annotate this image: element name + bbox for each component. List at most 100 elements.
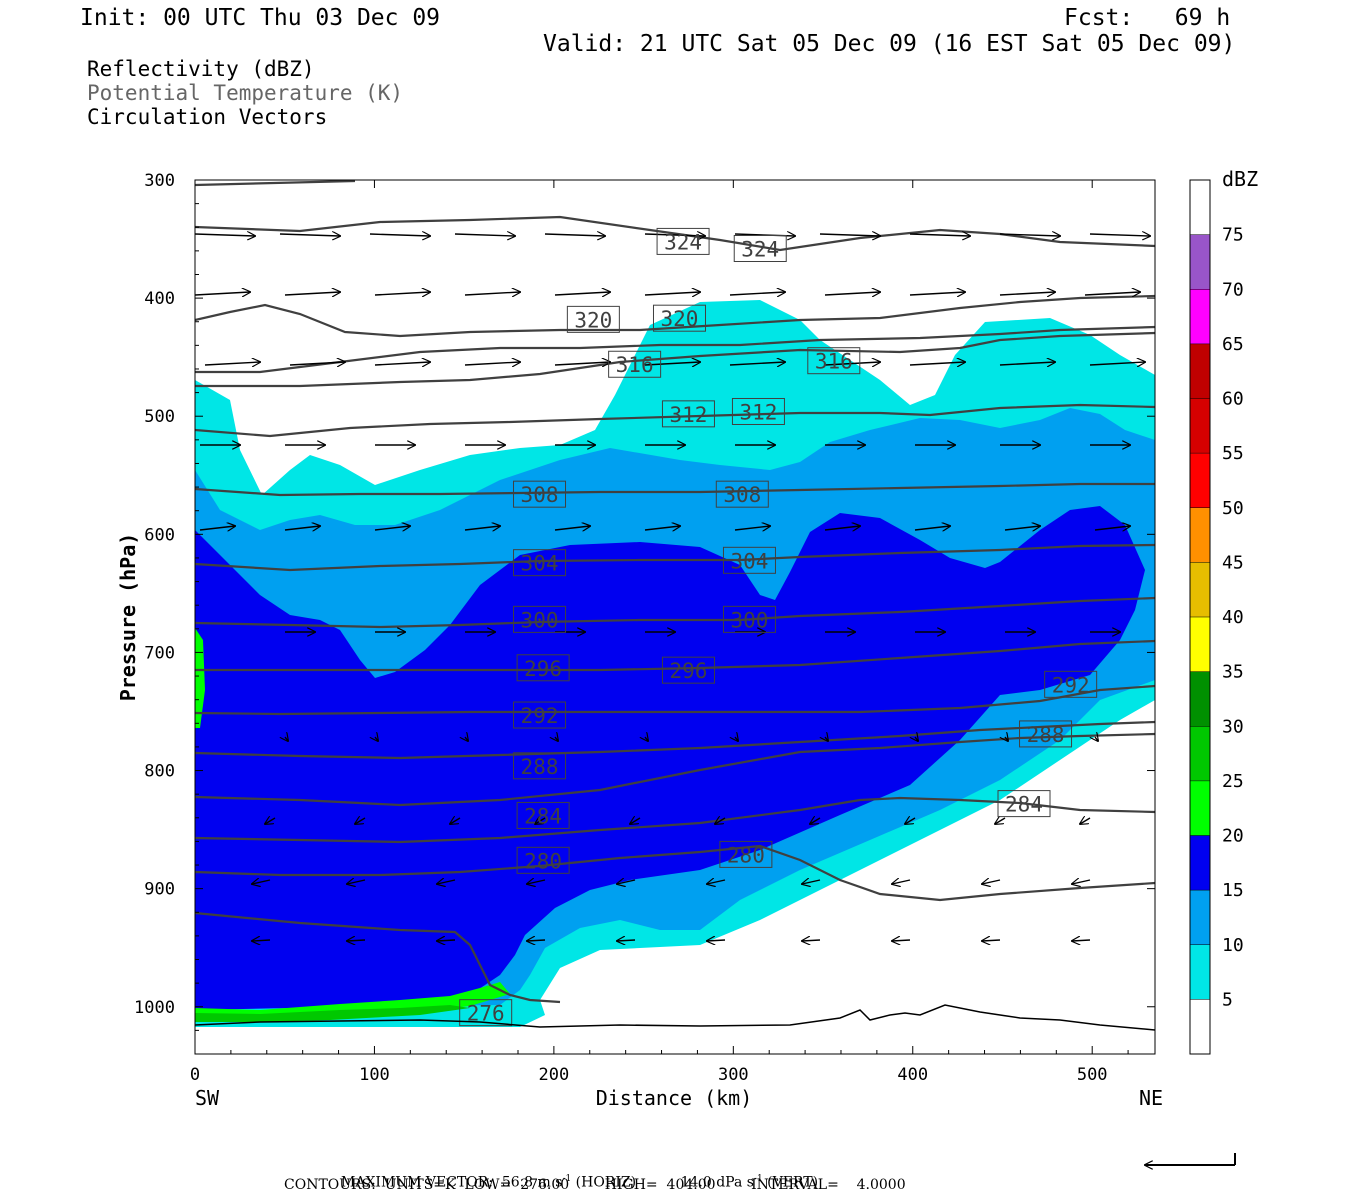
dbz-fill-25 [195, 1005, 470, 1022]
theta-label-box [1044, 670, 1098, 698]
vector-arrow [644, 362, 700, 365]
theta-label-box [715, 480, 769, 508]
vector-arrow [554, 362, 610, 365]
vector-arrow [1004, 526, 1040, 530]
theta-contour-line [195, 911, 561, 1004]
vector-arrow [464, 526, 500, 530]
colorbar-swatch [1190, 944, 1210, 1000]
vector-arrow [810, 818, 821, 824]
theta-label: 292 [1052, 673, 1090, 697]
colorbar-label: 75 [1222, 225, 1244, 246]
footer-max-v-unit: dPa s [716, 1174, 754, 1191]
theta-label: 308 [723, 483, 761, 507]
vector-arrow [735, 737, 738, 741]
vector-arrow [437, 880, 456, 884]
theta-label: 324 [664, 230, 702, 254]
theta-contour-line [195, 180, 356, 187]
theta-label: 296 [524, 657, 562, 681]
vector-arrow [999, 234, 1060, 236]
footer-max-h-val: 56.8 [501, 1174, 534, 1191]
vector-arrow [999, 362, 1055, 365]
vector-arrow [252, 880, 271, 884]
colorbar-label: 60 [1222, 389, 1244, 410]
footer-exp-v: -1 [753, 1174, 763, 1184]
theta-label-box [608, 350, 662, 378]
vector-arrow [374, 526, 410, 530]
vector-arrow [289, 362, 345, 365]
y-tick-label: 300 [144, 171, 175, 191]
colorbar-swatch [1190, 671, 1210, 727]
x-tick-label: 400 [897, 1065, 928, 1085]
x-end-label-left: SW [195, 1086, 220, 1110]
vector-arrow [355, 818, 366, 824]
theta-label: 304 [730, 549, 768, 573]
reflectivity-fill [195, 300, 1155, 1027]
theta-contour-line [195, 732, 1155, 807]
axes: 0 100 200 300 400 500 300 400 500 600 700 800 900 100… [134, 171, 1155, 1085]
vector-arrow [999, 292, 1055, 295]
vector-arrow [450, 818, 461, 824]
plot-frame [194, 179, 1156, 1055]
footer-max-label: MAXIMUM VECTOR: [341, 1174, 493, 1191]
colorbar-swatch [1190, 507, 1210, 563]
vector-arrow [284, 526, 320, 530]
vector-arrow [465, 737, 468, 741]
colorbar-swatch [1190, 234, 1210, 290]
theta-label-box [516, 801, 570, 829]
colorbar-label: 30 [1222, 716, 1244, 737]
theta-label: 320 [661, 307, 699, 331]
theta-label-box [661, 400, 715, 428]
footer-contours: CONTOURS: UNITS=K LOW= 276.00 HIGH= 404.… [284, 1177, 906, 1193]
vector-arrow [1084, 292, 1140, 295]
dbz-fill-15 [195, 506, 1145, 1010]
theta-contour-line [195, 294, 1155, 338]
colorbar-label: 55 [1222, 443, 1244, 464]
vector-arrow [645, 737, 648, 741]
theta-label-box [719, 840, 773, 868]
y-axis-title: Pressure (hPa) [116, 533, 140, 702]
vector-arrow [252, 940, 271, 941]
theta-label: 320 [574, 308, 612, 332]
vector-arrow [279, 234, 340, 236]
x-tick-label: 0 [190, 1065, 200, 1085]
colorbar-swatch [1190, 835, 1210, 891]
vector-arrow [437, 940, 456, 941]
theta-label: 312 [669, 403, 707, 427]
vector-arrow [914, 526, 950, 530]
colorbar-label: 20 [1222, 826, 1244, 847]
theta-label: 288 [1027, 723, 1065, 747]
colorbar-swatch [1190, 999, 1210, 1054]
vector-arrow [374, 362, 430, 365]
vector-arrow [375, 737, 378, 741]
theta-label-box [566, 305, 620, 333]
colorbar-label: 5 [1222, 989, 1233, 1010]
vector-arrow [1072, 880, 1091, 884]
theta-label: 280 [524, 849, 562, 873]
vector-arrow [824, 292, 880, 295]
vector-arrow [285, 737, 288, 741]
vector-arrow [195, 234, 255, 236]
theta-label-box [661, 656, 715, 684]
theta-label-box [807, 347, 861, 375]
vector-arrow [1089, 234, 1150, 236]
colorbar-label: 70 [1222, 279, 1244, 300]
vector-arrow [909, 362, 965, 365]
vector-arrow [892, 940, 911, 941]
vector-arrow [347, 940, 366, 941]
colorbar-unit: dBZ [1222, 167, 1258, 191]
vector-arrow [644, 526, 680, 530]
theta-contour-line [195, 684, 1155, 716]
vector-arrow [617, 880, 636, 884]
theta-label-box [997, 790, 1051, 818]
footer-max-h-tag: (HORIZ) [571, 1174, 637, 1191]
vector-arrow [554, 292, 610, 295]
dbz-fill-20 [195, 628, 205, 728]
y-tick-label: 800 [144, 762, 175, 782]
vector-arrow [819, 234, 880, 236]
field-circulation-vectors: Circulation Vectors [87, 105, 328, 129]
x-end-label-right: NE [1139, 1086, 1163, 1110]
theta-contour-line [195, 720, 1155, 760]
vector-arrow [554, 526, 590, 530]
colorbar-label: 45 [1222, 552, 1244, 573]
